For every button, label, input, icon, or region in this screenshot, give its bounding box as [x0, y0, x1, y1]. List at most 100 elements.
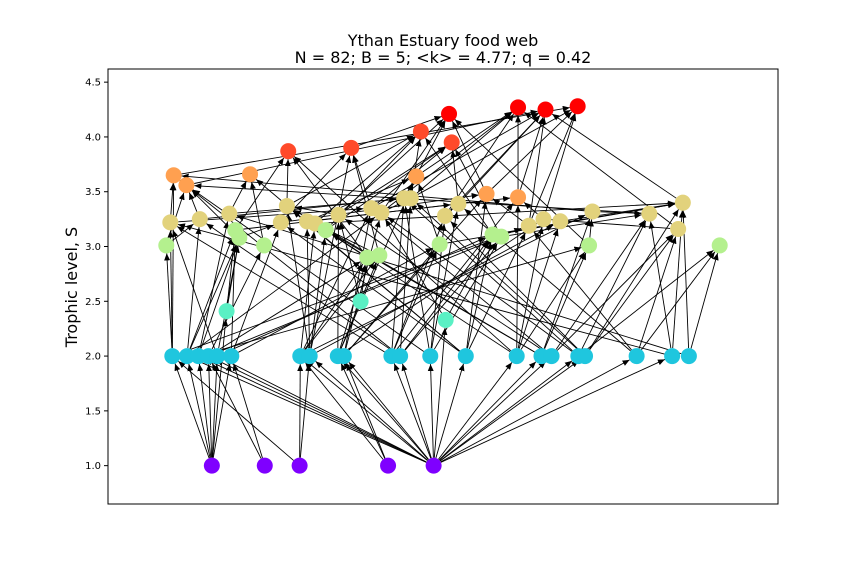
species-node — [510, 189, 527, 206]
food-web-edge — [211, 252, 261, 350]
food-web-edge — [438, 361, 537, 461]
food-web-edge — [468, 232, 526, 350]
food-web-edge — [517, 226, 544, 349]
species-node — [457, 348, 474, 365]
food-web-edge — [294, 205, 331, 214]
species-node — [535, 211, 552, 228]
food-web-edge — [433, 243, 498, 350]
y-axis-ticks: 1.0 1.5 2.0 2.5 3.0 3.5 4.0 4.5 — [85, 78, 108, 472]
species-node — [272, 214, 289, 231]
food-web-edge — [358, 116, 442, 146]
species-node — [178, 177, 195, 194]
food-web-edge — [648, 221, 672, 349]
food-web-edge — [346, 363, 386, 459]
food-web-edge — [433, 327, 448, 458]
species-node — [412, 123, 429, 140]
food-web-edge — [226, 237, 237, 304]
species-node — [537, 101, 554, 118]
food-web-edge — [400, 206, 413, 349]
food-web-edge — [314, 179, 409, 219]
food-web-edge — [690, 252, 719, 349]
food-web-edge — [401, 363, 432, 459]
species-node — [352, 293, 369, 310]
food-web-edge — [315, 361, 428, 461]
food-web-edge — [205, 364, 213, 458]
food-web-edge — [492, 111, 573, 189]
food-web-edge — [194, 358, 427, 463]
food-web-edge — [293, 134, 415, 203]
food-web-edge — [520, 117, 544, 190]
food-web-edge — [556, 234, 673, 351]
species-node — [569, 98, 586, 115]
y-tick-label: 4.5 — [85, 78, 101, 89]
food-web-edge — [416, 112, 513, 194]
species-node — [371, 247, 388, 264]
food-web-edge — [212, 363, 232, 458]
food-web-edge — [393, 363, 432, 459]
food-web-edge — [435, 363, 465, 459]
species-node — [165, 167, 182, 184]
food-web-edge — [514, 205, 521, 349]
species-node — [670, 220, 687, 237]
food-web-edge — [297, 364, 304, 458]
food-web-edge — [232, 181, 247, 207]
food-web-edge — [231, 238, 238, 349]
species-node — [552, 213, 569, 230]
food-web-edge — [450, 221, 580, 351]
food-web-edge — [227, 245, 240, 304]
food-web-edge — [200, 245, 238, 349]
food-web-edge — [335, 222, 342, 349]
species-node — [450, 195, 467, 212]
food-web-edge — [588, 209, 679, 350]
food-web-edge — [544, 252, 587, 349]
food-web-edge — [172, 229, 215, 349]
species-node — [408, 168, 425, 185]
food-web-edge — [427, 364, 434, 458]
chart-title: Ythan Estuary food web — [347, 31, 539, 50]
species-node — [628, 348, 645, 365]
food-web-edge — [467, 242, 493, 349]
species-node — [641, 205, 658, 222]
y-axis-label: Trophic level, S — [62, 227, 81, 348]
species-node — [179, 348, 196, 365]
food-web-edge — [449, 113, 514, 210]
species-node — [520, 217, 537, 234]
species-node — [256, 457, 273, 474]
food-web-edge — [304, 261, 375, 351]
species-node — [335, 348, 352, 365]
food-web-edge — [529, 117, 547, 218]
species-node — [223, 348, 240, 365]
food-web-edge — [463, 115, 541, 199]
species-node — [437, 207, 454, 224]
food-web-edge — [418, 183, 438, 237]
food-web-edge — [439, 360, 573, 462]
food-web-edge — [187, 363, 211, 458]
food-web-edge — [440, 359, 630, 463]
food-web-edge — [455, 149, 498, 230]
food-web-edge — [348, 361, 429, 460]
food-web-edge — [466, 201, 488, 349]
species-node — [493, 228, 510, 245]
food-web-edge — [352, 155, 378, 248]
food-web-edge — [206, 246, 582, 355]
food-web-edge — [344, 218, 546, 353]
food-web-edge — [212, 319, 229, 458]
food-web-edge — [417, 109, 571, 195]
food-web-edge — [555, 219, 646, 350]
food-web-edge — [199, 221, 230, 349]
food-web-edge — [303, 215, 369, 350]
food-web-edge — [344, 146, 446, 211]
species-node — [664, 348, 681, 365]
food-web-edge — [304, 229, 311, 349]
food-web-edge — [638, 236, 677, 349]
species-node — [242, 166, 259, 183]
food-web-edge — [404, 240, 489, 350]
food-web-edge — [304, 362, 384, 460]
food-web-edge — [169, 183, 176, 215]
food-web-edge — [345, 220, 381, 349]
food-web-edge — [238, 247, 433, 353]
species-node — [359, 249, 376, 266]
food-web-edge — [440, 359, 666, 463]
food-web-edge — [189, 244, 237, 349]
